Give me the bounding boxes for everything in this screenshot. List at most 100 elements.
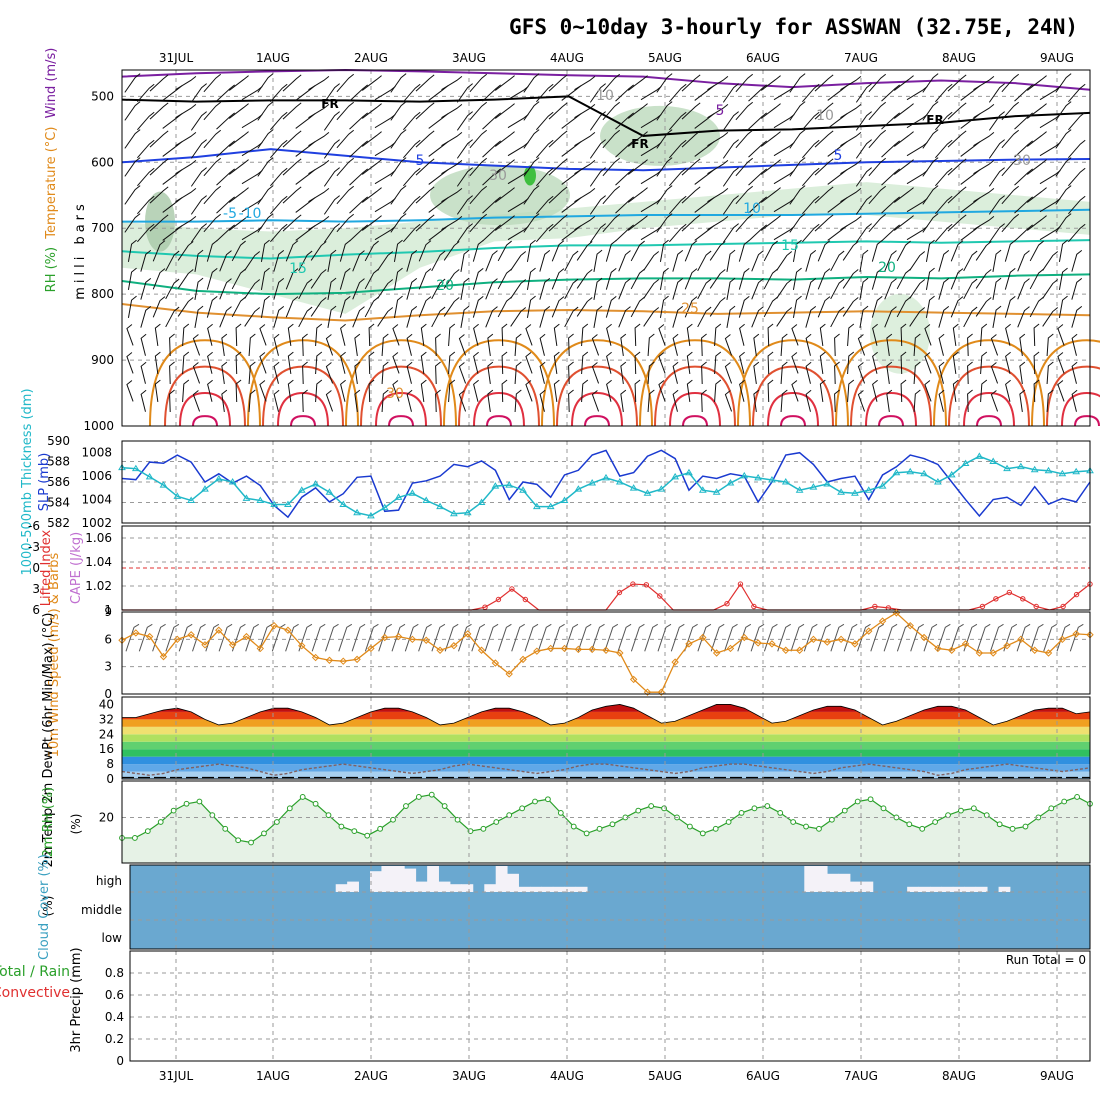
rh2m-marker (312, 800, 319, 807)
wind-barb (273, 361, 280, 384)
wind-barb (469, 73, 488, 93)
warm-loop (850, 365, 932, 427)
thickness-marker (878, 482, 887, 489)
warm-loop (388, 415, 414, 427)
wind-barb (349, 168, 368, 186)
wind-barb (1029, 296, 1044, 318)
thickness-marker (228, 478, 237, 485)
thickness-marker (297, 486, 306, 493)
lifted-index-marker (657, 593, 663, 599)
wind10m-tick: 3 (104, 660, 112, 674)
wind10m-marker (1017, 635, 1025, 644)
wind-barb (1026, 187, 1047, 203)
wind-barb (814, 214, 834, 232)
wind-barb (868, 213, 887, 233)
slp-ylabel: SLP (mb) (37, 453, 52, 512)
precip-total-label: Total / Rain (0, 964, 70, 980)
wind10m-barb (497, 623, 512, 652)
wind-barb (390, 213, 407, 233)
wind-barb (536, 223, 554, 243)
wind-barb (1033, 379, 1040, 403)
rh-max-blob (524, 165, 536, 186)
wind-barb (1057, 380, 1065, 402)
warm-loop (933, 339, 1045, 427)
rh2m-marker (661, 805, 667, 812)
warm-loop (1046, 365, 1100, 427)
wind-barb (681, 158, 701, 176)
wind-barb (1068, 195, 1086, 215)
wind-barb (231, 268, 246, 290)
lifted-index-marker (509, 586, 515, 592)
ylabel-temp: Temperature (°C) (44, 127, 59, 240)
precip-convective-label: Convective (0, 985, 70, 1001)
wind-barb (526, 239, 536, 262)
wind-barb (893, 75, 914, 91)
wind-barb (659, 295, 669, 318)
wind-barb (988, 223, 1005, 243)
wind-barb (525, 380, 533, 402)
wind-barb (739, 323, 745, 346)
wind-barb (231, 296, 246, 318)
wind10m-barb (125, 623, 140, 652)
wind-barb (260, 267, 270, 290)
cloud-high-bar (998, 886, 1011, 892)
wind-barb (308, 159, 330, 175)
wind-barb (140, 277, 152, 300)
date-label-bottom: 8AUG (942, 1069, 976, 1083)
wind-barb (789, 157, 806, 177)
wind10m-barb (657, 623, 672, 652)
wind-barb (952, 351, 959, 374)
wind-barb (287, 379, 294, 402)
wind-barb (1029, 268, 1044, 290)
wind-barb (203, 101, 222, 121)
upper-air-grid (122, 70, 1090, 427)
wind-barb (403, 223, 421, 243)
rh2m-marker (196, 798, 203, 805)
wind10m-panel: 9 6 3 0 10m Wind Speed (m/s) & Barbs (47, 552, 1094, 757)
wind-barb (672, 277, 684, 300)
wind10m-marker (284, 626, 292, 634)
wind10m-marker (989, 649, 997, 657)
wind-barb (194, 305, 204, 328)
wind-barb (456, 195, 473, 215)
wind10m-tick: 6 (104, 632, 112, 646)
wind-barb (124, 213, 141, 233)
wind-barb (814, 186, 834, 204)
rh2m-marker (712, 825, 719, 832)
wind-barb (154, 379, 161, 402)
wind-barb (830, 306, 845, 328)
rh2m-marker (648, 803, 655, 809)
wind-barb (659, 239, 669, 262)
wind-barb (124, 157, 141, 177)
thickness-marker (394, 493, 403, 500)
wind-barb (259, 324, 267, 346)
wind-barb (574, 131, 596, 147)
wind-barb (349, 112, 368, 130)
cloud-high-bar (370, 871, 382, 892)
wind-barb (726, 277, 736, 300)
wind-barb (458, 390, 467, 412)
precip-ticks: 0.8 0.6 0.4 0.2 0 (105, 966, 124, 1068)
wind-barb (789, 129, 806, 149)
precip-tick: 0.6 (105, 988, 124, 1002)
wind10m-marker (242, 632, 251, 641)
wind-barb (973, 159, 995, 175)
wind-barb (485, 278, 498, 300)
rh2m-marker (157, 819, 164, 825)
wind-barb (805, 249, 817, 272)
wind-barb (938, 361, 945, 384)
wind-barb (228, 187, 249, 203)
cloud-high-bar (404, 868, 417, 892)
wind-barb (1014, 112, 1033, 130)
rh2m-panel: 20 (%) 2m RH (%) (41, 780, 1093, 864)
wind-barb (748, 196, 767, 214)
wind10m-marker (823, 638, 831, 646)
wind-barb (443, 241, 460, 261)
wind-barb (909, 251, 926, 271)
wind-barb (1055, 129, 1072, 149)
wind-barb (913, 389, 921, 413)
wind-barb (602, 73, 621, 93)
wind-barb (248, 333, 256, 357)
wind-barb (1068, 139, 1086, 159)
rh2m-marker (609, 821, 616, 828)
